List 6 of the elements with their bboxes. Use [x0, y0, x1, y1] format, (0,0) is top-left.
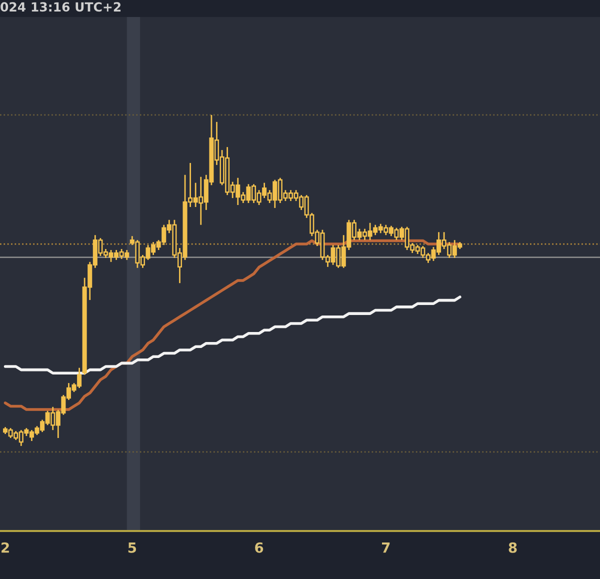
- x-tick-label: 8: [508, 542, 517, 553]
- text: 024 13:16 UTC+2: [0, 2, 121, 12]
- x-tick-label: 5: [128, 542, 136, 553]
- x-tick-label: 6: [255, 542, 264, 553]
- x-tick-label: 2: [2, 542, 9, 553]
- x-tick-label: 7: [382, 542, 390, 553]
